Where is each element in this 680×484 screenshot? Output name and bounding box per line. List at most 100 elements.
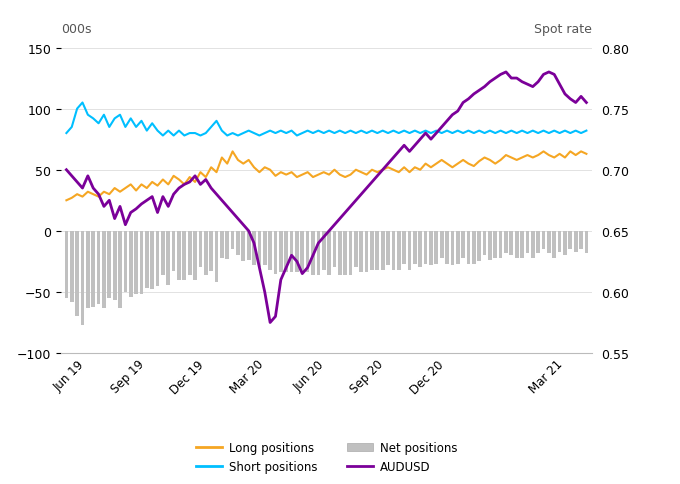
Bar bbox=[273, 231, 277, 274]
Bar bbox=[156, 231, 159, 286]
Bar bbox=[199, 231, 202, 268]
Bar bbox=[113, 231, 116, 301]
Bar bbox=[161, 231, 165, 275]
Bar bbox=[290, 231, 293, 273]
Bar bbox=[97, 231, 101, 304]
Bar bbox=[279, 231, 283, 273]
Bar bbox=[435, 231, 438, 264]
Bar bbox=[585, 231, 588, 253]
Bar bbox=[407, 231, 411, 271]
Bar bbox=[263, 231, 267, 266]
Bar bbox=[177, 231, 181, 280]
Bar bbox=[70, 231, 73, 302]
Bar bbox=[86, 231, 90, 308]
Bar bbox=[466, 231, 471, 264]
Bar bbox=[504, 231, 508, 253]
Bar bbox=[563, 231, 567, 256]
Bar bbox=[188, 231, 192, 275]
Bar bbox=[252, 231, 256, 266]
Bar bbox=[547, 231, 551, 253]
Bar bbox=[343, 231, 347, 275]
Legend: Long positions, Short positions, Net positions, AUDUSD: Long positions, Short positions, Net pos… bbox=[191, 437, 462, 478]
Bar bbox=[182, 231, 186, 280]
Bar bbox=[215, 231, 218, 283]
Bar bbox=[424, 231, 428, 264]
Bar bbox=[381, 231, 385, 271]
Bar bbox=[568, 231, 572, 250]
Bar bbox=[268, 231, 272, 271]
Bar bbox=[413, 231, 417, 264]
Bar bbox=[91, 231, 95, 307]
Bar bbox=[193, 231, 197, 280]
Bar bbox=[295, 231, 299, 273]
Bar bbox=[397, 231, 401, 271]
Bar bbox=[150, 231, 154, 290]
Bar bbox=[552, 231, 556, 258]
Bar bbox=[322, 231, 326, 271]
Bar bbox=[537, 231, 540, 253]
Bar bbox=[370, 231, 374, 271]
Bar bbox=[107, 231, 111, 299]
Bar bbox=[498, 231, 503, 258]
Bar bbox=[284, 231, 288, 273]
Bar bbox=[403, 231, 406, 264]
Text: Spot rate: Spot rate bbox=[534, 23, 592, 36]
Bar bbox=[483, 231, 486, 256]
Bar bbox=[392, 231, 395, 271]
Bar bbox=[349, 231, 352, 275]
Bar bbox=[306, 231, 309, 273]
Bar bbox=[247, 231, 250, 260]
Bar bbox=[574, 231, 577, 252]
Bar bbox=[386, 231, 390, 266]
Bar bbox=[333, 231, 337, 268]
Bar bbox=[129, 231, 133, 297]
Bar bbox=[579, 231, 583, 250]
Bar bbox=[418, 231, 422, 268]
Bar bbox=[258, 231, 261, 268]
Bar bbox=[209, 231, 213, 272]
Bar bbox=[102, 231, 106, 308]
Bar bbox=[231, 231, 235, 250]
Bar bbox=[311, 231, 315, 275]
Bar bbox=[220, 231, 224, 258]
Bar bbox=[124, 231, 127, 292]
Bar bbox=[375, 231, 379, 271]
Bar bbox=[526, 231, 529, 253]
Bar bbox=[461, 231, 465, 258]
Bar bbox=[509, 231, 513, 256]
Bar bbox=[520, 231, 524, 258]
Bar bbox=[134, 231, 138, 295]
Bar bbox=[472, 231, 476, 264]
Bar bbox=[338, 231, 341, 275]
Bar bbox=[327, 231, 331, 275]
Bar bbox=[316, 231, 320, 275]
Bar bbox=[167, 231, 170, 285]
Bar bbox=[429, 231, 432, 266]
Bar bbox=[241, 231, 245, 262]
Bar bbox=[456, 231, 460, 264]
Bar bbox=[477, 231, 481, 262]
Bar bbox=[488, 231, 492, 260]
Bar bbox=[542, 231, 545, 250]
Bar bbox=[145, 231, 149, 288]
Bar bbox=[118, 231, 122, 308]
Bar bbox=[204, 231, 207, 275]
Bar bbox=[236, 231, 240, 256]
Bar bbox=[81, 231, 84, 325]
Bar bbox=[75, 231, 79, 317]
Bar bbox=[354, 231, 358, 268]
Bar bbox=[451, 231, 454, 266]
Bar bbox=[531, 231, 534, 258]
Bar bbox=[65, 231, 68, 299]
Bar bbox=[515, 231, 519, 258]
Bar bbox=[558, 231, 562, 252]
Bar bbox=[360, 231, 363, 273]
Bar bbox=[139, 231, 143, 295]
Bar bbox=[440, 231, 443, 258]
Bar bbox=[301, 231, 304, 273]
Bar bbox=[172, 231, 175, 272]
Bar bbox=[225, 231, 229, 259]
Bar bbox=[445, 231, 449, 264]
Text: 000s: 000s bbox=[61, 23, 92, 36]
Bar bbox=[364, 231, 369, 273]
